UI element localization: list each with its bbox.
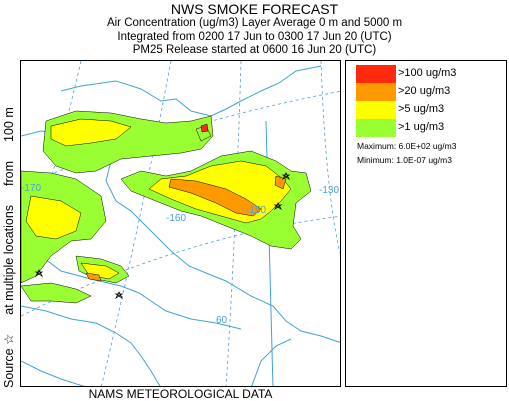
source-star [281,172,291,181]
core-north [50,118,132,147]
legend-swatch-red [356,65,396,83]
header: NWS SMOKE FORECAST Air Concentration (ug… [0,0,509,58]
orange-south [85,272,102,282]
plume-peninsula [21,282,92,304]
source-star [114,291,124,300]
panhandle-coast [251,338,292,386]
legend-swatch-green [356,119,396,137]
orange-band [168,178,262,217]
lat-label-60: 60 [216,315,228,326]
plume-red [200,123,209,133]
legend-label: >100 ug/m3 [398,67,457,79]
legend-item-5: >5 ug/m3 [356,101,506,119]
lat-line-60 [21,215,340,317]
source-star [34,269,44,278]
subtitle-release: PM25 Release started at 0600 16 Jun 20 (… [132,44,377,56]
legend-label: >5 ug/m3 [398,103,445,115]
source-markers [34,172,291,300]
lon-line-150 [225,61,242,386]
minimum-value: Minimum: 1.0E-07 ug/m3 [357,155,452,165]
legend-swatch-orange [356,83,396,101]
lon-label-170: -170 [21,183,41,194]
legend-item-20: >20 ug/m3 [356,83,506,101]
south-coast [21,240,242,330]
map-canvas: -170 -160 -150 -130 60 [21,61,340,386]
smoke-map: -170 -160 -150 -130 60 [20,60,341,387]
peninsula-coast [21,305,161,386]
red-hotspot [200,123,209,133]
legend-swatch-yellow [356,101,396,119]
maximum-value: Maximum: 6.0E+02 ug/m3 [357,141,457,151]
locations-text: at multiple locations [2,204,16,315]
source-star-text: Source ☆ [2,333,16,388]
footer-data-source: NAMS METEOROLOGICAL DATA [88,387,273,401]
legend-panel: >100 ug/m3 >20 ug/m3 >5 ug/m3 >1 ug/m3 M… [345,60,507,387]
subtitle-concentration: Air Concentration (ug/m3) Layer Average … [106,17,403,29]
lon-line-160 [101,61,172,386]
source-star [273,202,283,211]
subtitle-integration: Integrated from 0200 17 Jun to 0300 17 J… [117,30,392,43]
north-coast [60,65,322,117]
legend-label: >1 ug/m3 [398,121,445,133]
aleutian-coast [21,360,85,386]
chart-title: NWS SMOKE FORECAST [170,1,339,17]
lon-label-150: -150 [246,205,266,216]
legend-item-100: >100 ug/m3 [356,65,506,83]
from-text: from [2,160,16,186]
source-label: Source ☆ at multiple locations from 100 … [0,61,18,388]
lon-label-160: -160 [166,213,186,224]
legend-label: >20 ug/m3 [398,85,451,97]
height-text: 100 m [2,107,16,143]
lon-label-130: -130 [319,185,339,196]
core-west [25,195,82,240]
legend-item-1: >1 ug/m3 [356,119,506,137]
lon-line-130 [320,61,340,255]
